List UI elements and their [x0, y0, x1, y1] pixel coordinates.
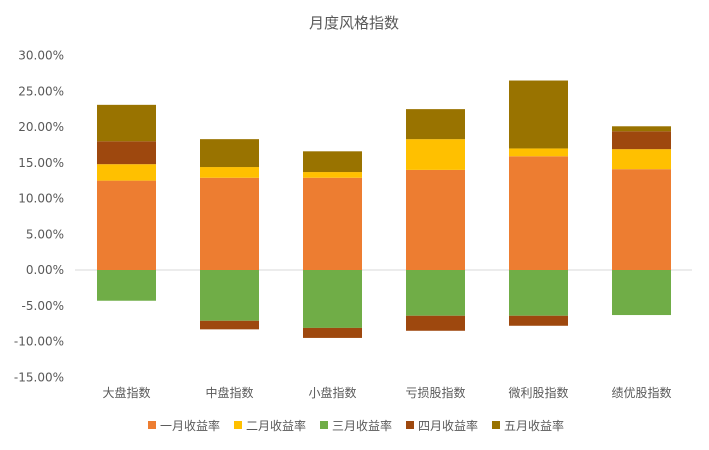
bar-segment	[612, 149, 671, 170]
bar-segment	[200, 270, 259, 321]
bar-segment	[200, 177, 259, 270]
y-tick-label: 15.00%	[18, 156, 64, 170]
y-tick-label: 0.00%	[26, 263, 64, 277]
bar-segment	[406, 270, 465, 316]
bar-segment	[97, 164, 156, 181]
x-tick-label: 中盘指数	[205, 385, 253, 400]
bar-segment	[509, 270, 568, 316]
legend-label: 二月收益率	[246, 418, 306, 433]
bar-segment	[406, 315, 465, 331]
legend-item: 三月收益率	[320, 418, 392, 433]
x-tick-label: 亏损股指数	[405, 385, 465, 400]
bar-segment	[509, 156, 568, 270]
legend-label: 四月收益率	[418, 418, 478, 433]
legend-label: 三月收益率	[332, 418, 392, 433]
legend-label: 五月收益率	[504, 418, 564, 433]
y-tick-label: -5.00%	[22, 299, 64, 313]
x-tick-label: 微利股指数	[508, 385, 568, 400]
bar-segment	[200, 167, 259, 178]
legend-swatch	[148, 421, 156, 429]
bar-segment	[97, 104, 156, 142]
bar-segment	[303, 177, 362, 270]
x-tick-label: 小盘指数	[308, 385, 356, 400]
legend-item: 五月收益率	[492, 418, 564, 433]
y-tick-label: 30.00%	[18, 49, 64, 63]
bar-segment	[200, 139, 259, 168]
legend-item: 四月收益率	[406, 418, 478, 433]
chart-title: 月度风格指数	[309, 14, 399, 32]
legend-swatch	[492, 421, 500, 429]
legend-item: 二月收益率	[234, 418, 306, 433]
bar-segment	[509, 80, 568, 149]
y-tick-label: 10.00%	[18, 192, 64, 206]
legend-label: 一月收益率	[160, 418, 220, 433]
y-tick-label: -15.00%	[14, 370, 64, 384]
legend-item: 一月收益率	[148, 418, 220, 433]
bar-segment	[303, 270, 362, 328]
bar-segment	[612, 126, 671, 132]
bar-segment	[406, 109, 465, 140]
bar-segment	[97, 141, 156, 165]
bar-segment	[303, 327, 362, 338]
bar-segment	[406, 139, 465, 170]
y-tick-label: 25.00%	[18, 84, 64, 98]
bar-segment	[612, 169, 671, 270]
legend-swatch	[406, 421, 414, 429]
x-tick-label: 绩优股指数	[611, 385, 671, 400]
y-tick-label: 20.00%	[18, 120, 64, 134]
y-tick-label: 5.00%	[26, 227, 64, 241]
y-tick-label: -10.00%	[14, 335, 64, 349]
bar-segment	[303, 172, 362, 178]
bar-segment	[303, 151, 362, 173]
bar-segment	[97, 180, 156, 270]
bar-segment	[612, 270, 671, 316]
bar-segment	[509, 315, 568, 326]
bar-segment	[612, 131, 671, 150]
bar-segment	[200, 320, 259, 330]
bar-segment	[509, 148, 568, 157]
legend-swatch	[234, 421, 242, 429]
bar-segment	[97, 270, 156, 301]
legend-swatch	[320, 421, 328, 429]
x-tick-label: 大盘指数	[102, 385, 150, 400]
bar-segment	[406, 169, 465, 270]
